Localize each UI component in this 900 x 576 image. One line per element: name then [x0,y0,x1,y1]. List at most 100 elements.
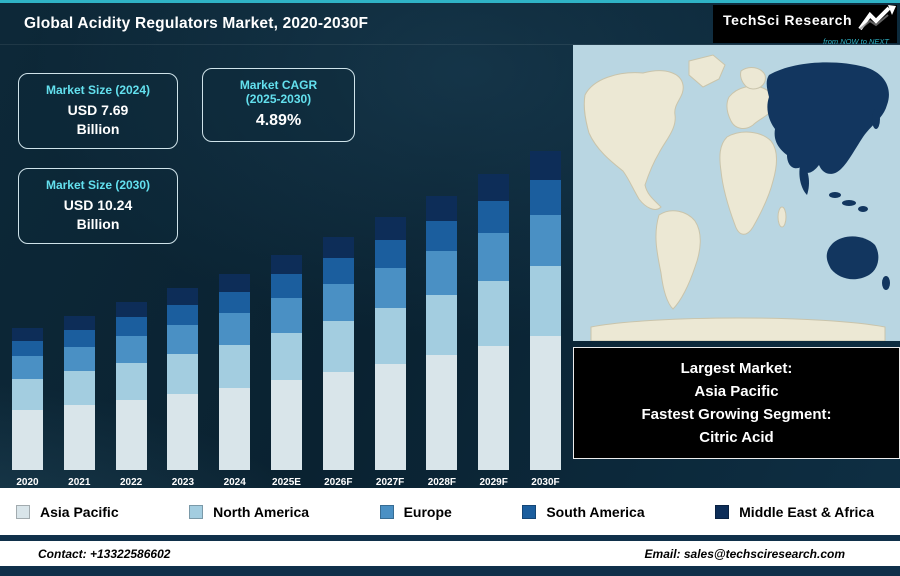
logo-tagline: from NOW to NEXT [823,36,889,46]
stat-label-line2: (2025-2030) [245,92,312,106]
contact-strip: Contact: +13322586602 Email: sales@techs… [0,541,900,566]
growth-arrow-icon [858,4,897,36]
bar-segment-north-america [478,280,510,346]
legend-item-south-america: South America [522,503,645,520]
bar-segment-europe [63,346,95,372]
callout-largest-market-label: Largest Market: [680,359,793,377]
right-panel: Largest Market: Asia Pacific Fastest Gro… [573,45,900,488]
bar-segment-north-america [12,379,43,411]
legend-swatch-middle-east-africa [715,504,730,519]
bar-2022: 2022 [115,302,147,488]
bar-2026f: 2026F [322,237,354,488]
stat-value: USD 7.69 [67,102,129,118]
bar-2028f: 2028F [426,196,458,488]
bar-2024: 2024 [219,274,251,488]
legend-item-middle-east-africa: Middle East & Africa [715,504,874,520]
bar-year-label: 2021 [68,477,91,488]
footer-separator [0,535,900,541]
bar-stack [12,328,43,470]
bar-2029f: 2029F [478,174,510,488]
bar-segment-south-america [167,304,199,325]
bar-segment-middle-east-africa [63,316,95,330]
bar-segment-middle-east-africa [478,174,510,201]
bar-year-label: 2023 [171,477,195,488]
bar-segment-asia-pacific [63,405,95,470]
bar-segment-europe [529,214,561,266]
bar-segment-south-america [322,258,354,284]
bar-year-label: 2020 [16,477,39,488]
legend-label: Middle East & Africa [739,503,874,520]
bar-segment-middle-east-africa [374,217,406,240]
bar-segment-asia-pacific [167,393,199,470]
stacked-bar-chart: 2020 2021 2022 2023 2024 2025E 2026F 2027F 2028F… [0,151,573,488]
legend-swatch-south-america [522,504,537,519]
bar-year-label: 2022 [119,477,143,488]
bar-2025e: 2025E [270,255,302,488]
bar-segment-asia-pacific [12,410,43,470]
legend-swatch-europe [379,504,394,519]
stat-label: Market CAGR [239,78,318,92]
bar-stack [426,196,458,470]
bar-segment-south-america [219,291,251,314]
bar-segment-north-america [63,371,95,406]
bar-segment-middle-east-africa [270,255,302,275]
map-region-asia [766,62,889,174]
legend-item-north-america: North America [189,504,309,520]
bar-2020: 2020 [12,328,43,488]
chart-legend: Asia Pacific North America Europe South Ame… [0,488,900,535]
bar-segment-asia-pacific [219,387,251,470]
bar-segment-south-america [426,220,458,251]
bar-segment-south-america [270,274,302,299]
map-region-australia [826,236,879,280]
bar-segment-europe [219,313,251,345]
bar-segment-europe [167,324,199,354]
bar-segment-middle-east-africa [115,302,147,318]
bar-segment-south-america [115,317,147,336]
bar-segment-north-america [270,332,302,380]
bar-stack [322,237,354,470]
legend-label: North America [213,503,310,520]
callout-largest-market-value: Asia Pacific [694,382,779,400]
bar-segment-europe [322,283,354,321]
bar-year-label: 2030F [531,477,560,488]
bar-segment-north-america [219,344,251,388]
bar-segment-south-america [63,329,95,347]
bar-2021: 2021 [63,316,95,488]
bar-stack [529,151,561,470]
page-title: Global Acidity Regulators Market, 2020-2… [24,14,369,32]
bar-segment-north-america [426,294,458,355]
bar-segment-middle-east-africa [167,288,199,305]
bar-segment-europe [115,335,147,363]
techsci-logo: TechSci Research from NOW to NEXT [713,4,897,46]
legend-item-europe: Europe [379,504,452,520]
contact-phone: Contact: +13322586602 [38,546,171,561]
bar-segment-south-america [478,200,510,234]
bar-segment-middle-east-africa [426,196,458,221]
legend-item-asia-pacific: Asia Pacific [16,504,119,520]
stat-label: Market Size (2030) [45,178,151,192]
contact-email: Email: sales@techsciresearch.com [644,546,845,561]
bar-year-label: 2029F [479,477,508,488]
bar-segment-middle-east-africa [219,274,251,292]
bar-stack [374,217,406,470]
bar-segment-asia-pacific [115,399,147,470]
legend-label: South America [546,503,645,520]
stat-value: 4.89% [255,112,302,129]
bar-stack [270,255,302,470]
market-callout: Largest Market: Asia Pacific Fastest Gro… [573,347,900,459]
legend-swatch-asia-pacific [16,504,30,519]
bar-segment-europe [426,250,458,295]
main-area: Market Size (2024) USD 7.69 Billion Mark… [0,45,900,488]
bar-year-label: 2024 [223,477,246,488]
logo-text: TechSci Research [723,12,853,28]
bar-segment-north-america [115,362,147,400]
bar-stack [478,174,510,470]
stat-market-size-2030: Market Size (2030) USD 10.24 Billion [18,168,178,244]
world-map [573,45,900,341]
stat-market-size-2024: Market Size (2024) USD 7.69 Billion [18,73,178,149]
bar-segment-europe [12,356,43,380]
bar-segment-europe [270,298,302,333]
bar-segment-asia-pacific [270,379,302,470]
bar-2030f: 2030F [529,151,561,488]
